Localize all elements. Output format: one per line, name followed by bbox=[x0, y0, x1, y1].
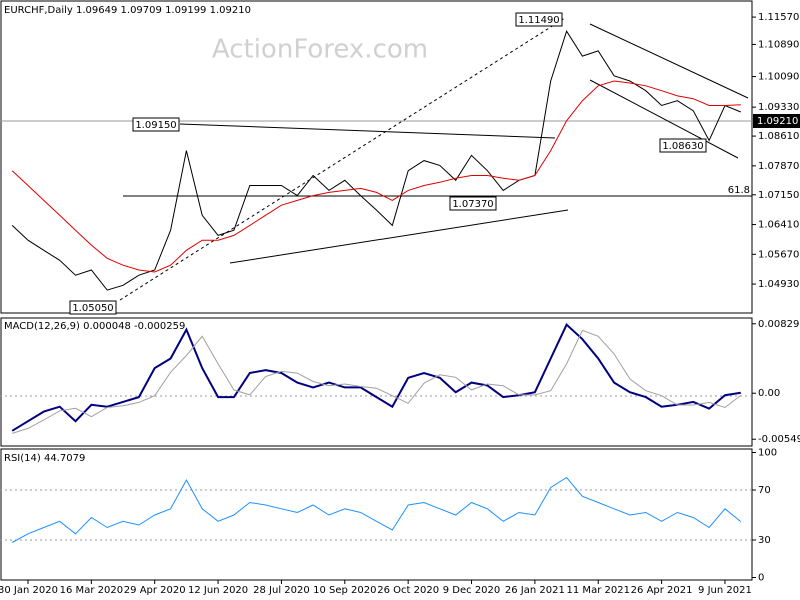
annotation-box bbox=[69, 300, 117, 315]
y-tick-label: 70 bbox=[758, 485, 771, 496]
y-tick-label: 1.04930 bbox=[758, 279, 799, 290]
y-tick-label: 1.11570 bbox=[758, 12, 799, 23]
x-tick-label: 9 Jun 2021 bbox=[698, 585, 752, 596]
x-tick-label: 26 Apr 2021 bbox=[631, 585, 693, 596]
y-tick-label: 1.05670 bbox=[758, 249, 799, 260]
trendline bbox=[229, 209, 569, 264]
y-tick-label: 1.08610 bbox=[758, 131, 799, 142]
y-tick-label: 0 bbox=[758, 573, 764, 584]
chart-title: EURCHF,Daily 1.09649 1.09709 1.09199 1.0… bbox=[4, 5, 251, 16]
series-line bbox=[11, 80, 741, 273]
macd-panel bbox=[0, 317, 753, 447]
x-tick-label: 9 Dec 2020 bbox=[443, 585, 501, 596]
y-tick-label: 1.06410 bbox=[758, 220, 799, 231]
trendline bbox=[119, 17, 566, 301]
x-tick-label: 26 Jan 2021 bbox=[505, 585, 565, 596]
price-label: 1.09210 bbox=[757, 116, 798, 127]
series-line bbox=[11, 323, 741, 432]
x-tick-label: 30 Jan 2020 bbox=[0, 585, 58, 596]
trendline bbox=[179, 123, 556, 139]
rsi-title: RSI(14) 44.7079 bbox=[4, 453, 85, 464]
x-tick-label: 12 Jun 2020 bbox=[188, 585, 248, 596]
annotation-box bbox=[449, 196, 497, 211]
price-panel bbox=[0, 0, 753, 314]
annotation: 1.11490 bbox=[518, 15, 559, 26]
y-tick-label: 1.09330 bbox=[758, 102, 799, 113]
y-tick-label: 30 bbox=[758, 535, 771, 546]
y-tick-label: -0.005492 bbox=[758, 434, 800, 445]
watermark: ActionForex.com bbox=[212, 35, 428, 65]
y-tick-label: 1.07870 bbox=[758, 161, 799, 172]
y-tick-label: 1.10090 bbox=[758, 72, 799, 83]
x-tick-label: 16 Mar 2020 bbox=[60, 585, 123, 596]
x-tick-label: 26 Oct 2020 bbox=[377, 585, 439, 596]
annotation-box bbox=[515, 12, 563, 27]
x-tick-label: 10 Sep 2020 bbox=[313, 585, 376, 596]
series-line bbox=[11, 30, 741, 291]
channel-line bbox=[589, 79, 739, 159]
macd-title: MACD(12,26,9) 0.000048 -0.000259 bbox=[4, 321, 185, 332]
annotation: 1.05050 bbox=[72, 303, 113, 314]
y-tick-label: 0.008291 bbox=[758, 319, 800, 330]
annotation: 1.08630 bbox=[662, 141, 703, 152]
annotation-box bbox=[132, 117, 180, 132]
x-tick-label: 29 Apr 2020 bbox=[124, 585, 186, 596]
y-tick-label: 1.10890 bbox=[758, 39, 799, 50]
y-tick-label: 1.07150 bbox=[758, 190, 799, 201]
channel-line bbox=[589, 23, 749, 99]
series-line bbox=[11, 476, 742, 543]
x-tick-label: 11 Mar 2021 bbox=[567, 585, 630, 596]
annotation: 61.8 bbox=[728, 185, 750, 196]
rsi-panel bbox=[0, 448, 753, 581]
annotation: 1.07370 bbox=[452, 199, 493, 210]
annotation: 1.09150 bbox=[135, 120, 176, 131]
series-line bbox=[12, 329, 742, 434]
x-tick-label: 28 Jul 2020 bbox=[253, 585, 310, 596]
price-label-box bbox=[753, 114, 800, 128]
y-tick-label: 100 bbox=[758, 448, 777, 459]
y-tick-label: 0.00 bbox=[758, 388, 780, 399]
annotation-box bbox=[659, 138, 707, 153]
